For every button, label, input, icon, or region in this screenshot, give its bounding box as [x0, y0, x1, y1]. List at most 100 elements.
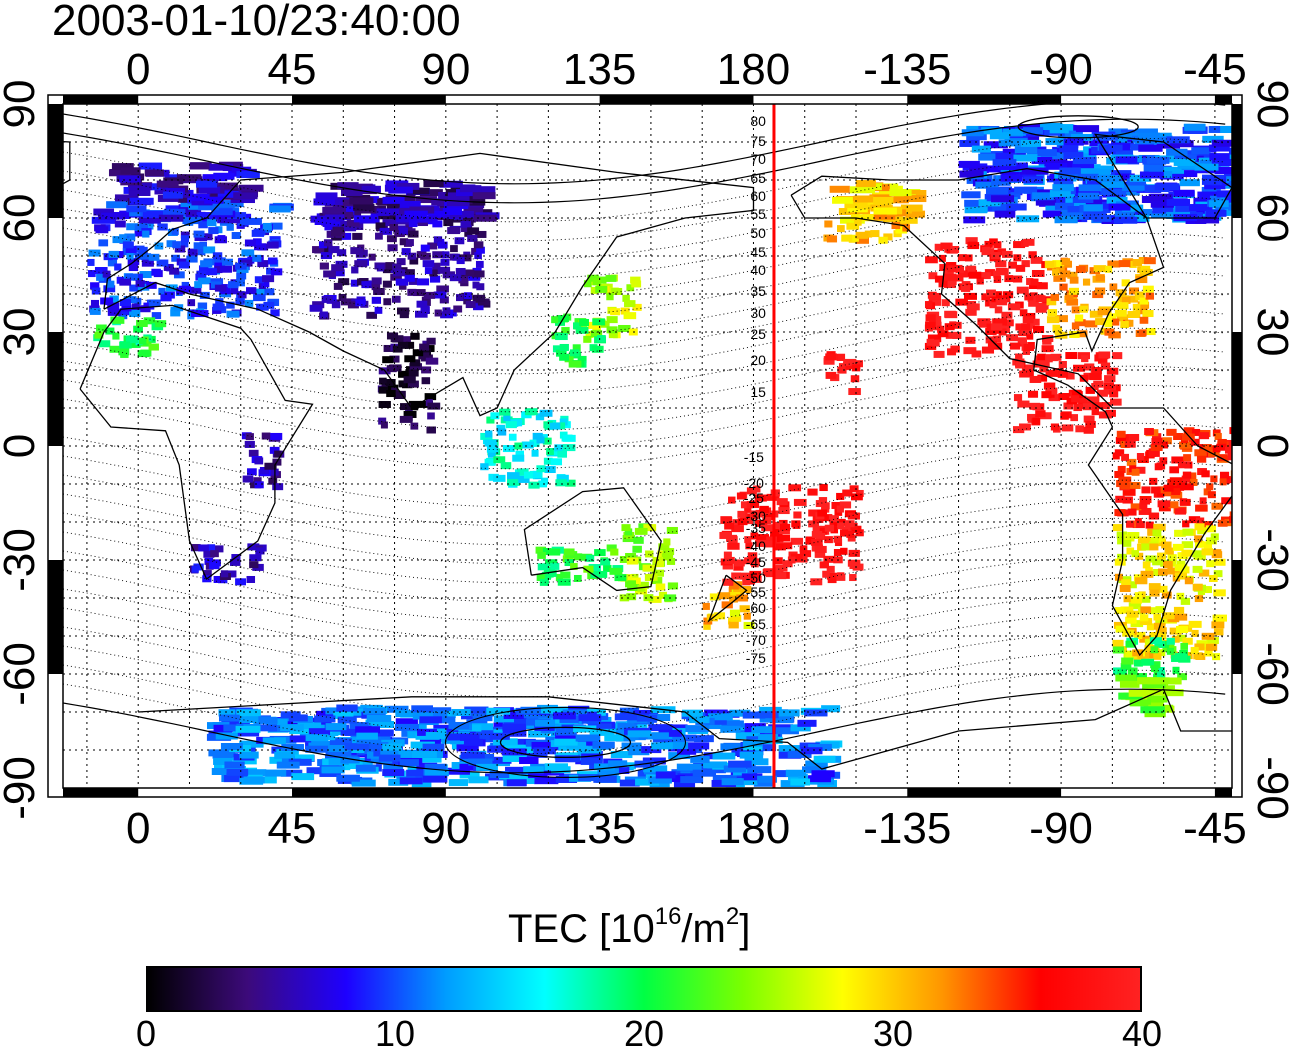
tec-cell	[623, 312, 637, 320]
tec-cell	[507, 478, 521, 486]
tec-cell	[319, 311, 328, 319]
tec-cell	[1197, 191, 1218, 199]
tec-cell	[1175, 626, 1189, 634]
tec-cell	[1002, 188, 1023, 196]
tec-cell	[466, 719, 488, 727]
tec-cell	[759, 505, 769, 513]
tec-cell	[148, 343, 159, 351]
tec-cell	[434, 309, 442, 317]
tec-cell	[226, 223, 234, 231]
tec-cell	[626, 593, 637, 601]
tec-cell	[995, 152, 1017, 160]
tec-cell	[743, 743, 763, 751]
tec-cell	[625, 552, 637, 560]
tec-cell	[663, 538, 671, 546]
tec-cell	[288, 758, 312, 766]
tec-cell	[539, 578, 549, 586]
tec-cell	[1135, 307, 1148, 315]
tec-cell	[539, 409, 553, 417]
tec-cell	[255, 288, 266, 296]
tec-cell	[1043, 382, 1056, 390]
tec-cell	[708, 713, 733, 721]
tec-cell	[669, 742, 689, 750]
tec-cell	[340, 756, 360, 764]
tec-cell	[314, 715, 336, 723]
tec-cell	[900, 204, 923, 212]
tec-cell	[944, 311, 958, 319]
tec-cell	[1054, 202, 1075, 210]
tec-cell	[473, 303, 484, 311]
tec-cell	[597, 768, 619, 776]
tec-cell	[1120, 321, 1129, 329]
coastline	[790, 167, 1232, 657]
tec-cell	[1108, 128, 1128, 136]
tec-cell	[1122, 183, 1147, 191]
tec-cell	[289, 735, 312, 743]
tec-cell	[621, 524, 631, 532]
tec-cell	[1109, 398, 1122, 406]
tec-cell	[1123, 539, 1132, 547]
tec-cell	[969, 166, 989, 174]
tec-cell	[138, 337, 147, 345]
tec-cell	[642, 757, 666, 765]
tec-cell	[628, 748, 650, 756]
tec-cell	[995, 268, 1009, 276]
tec-cell	[291, 773, 315, 781]
tec-cell	[523, 766, 544, 774]
tec-cell	[328, 757, 349, 765]
tec-cell	[386, 202, 409, 210]
geomag-contour	[63, 688, 1226, 774]
tec-cell	[857, 202, 882, 210]
tec-cell	[502, 445, 515, 453]
lat-tick-label-left: 60	[0, 194, 44, 243]
tec-cell	[209, 562, 220, 570]
tec-cell	[422, 743, 445, 751]
tec-cell	[676, 763, 702, 771]
tec-cell	[1030, 256, 1043, 264]
tec-cell	[1227, 453, 1232, 461]
tec-cell	[1021, 364, 1034, 372]
tec-cell	[1058, 393, 1070, 401]
tec-cell	[406, 769, 427, 777]
tec-cell	[128, 264, 139, 272]
tec-cell	[187, 312, 195, 320]
tec-cell	[351, 266, 359, 274]
tec-cell	[508, 433, 517, 441]
tec-cell	[731, 572, 742, 580]
colorbar-tick-label: 10	[374, 1013, 416, 1054]
tec-cell	[463, 738, 483, 746]
tec-cell	[1213, 589, 1226, 597]
tec-cell	[1115, 436, 1127, 444]
geomag-label: 20	[750, 352, 766, 368]
tec-cell	[1104, 319, 1113, 327]
tec-cell	[336, 704, 358, 712]
lat-tick-label-left: -60	[0, 642, 44, 706]
geomag-label: -45	[746, 554, 766, 570]
tec-cell	[1205, 525, 1217, 533]
tec-cell	[416, 300, 428, 308]
tec-cell	[382, 196, 405, 204]
tec-cell	[409, 206, 435, 214]
tec-cell	[382, 219, 395, 227]
tec-cell	[1157, 568, 1168, 576]
tec-cell	[726, 534, 738, 542]
tec-cell	[1060, 412, 1069, 420]
tec-cell	[610, 751, 633, 759]
tec-cell	[805, 536, 816, 544]
tec-cell	[281, 744, 304, 752]
tec-cell	[966, 133, 987, 141]
tec-cell	[424, 267, 433, 275]
tec-cell	[328, 750, 352, 758]
tec-cell	[455, 267, 466, 275]
tec-cell	[432, 220, 443, 228]
tec-cell	[202, 570, 212, 578]
tec-cell	[722, 562, 734, 570]
tec-cell	[338, 220, 352, 228]
tec-cell	[173, 271, 185, 279]
tec-cell	[583, 280, 592, 288]
tec-cell	[396, 182, 420, 190]
tec-cell	[1194, 643, 1205, 651]
tec-cell	[597, 276, 607, 284]
tec-cell	[1029, 402, 1040, 410]
tec-cell	[1031, 156, 1053, 164]
